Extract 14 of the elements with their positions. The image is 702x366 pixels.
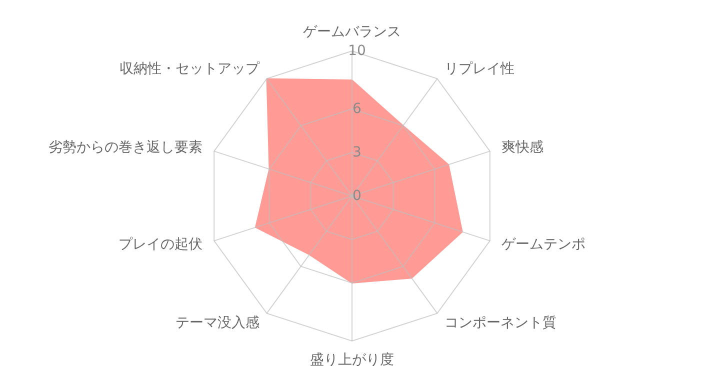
y-tick-label: 6 — [352, 101, 362, 117]
spoke-label: ゲームテンポ — [501, 236, 586, 253]
spoke-label: リプレイ性 — [444, 60, 514, 77]
spoke-label: 劣勢からの巻き返し要素 — [48, 139, 203, 156]
spoke-label: ゲームバランス — [303, 24, 401, 40]
spoke-label: コンポーネント質 — [444, 315, 556, 332]
spoke-label: テーマ没入感 — [176, 315, 260, 332]
spoke-label: 盛り上がり度 — [310, 352, 394, 366]
spoke-label: 収納性・セットアップ — [120, 60, 261, 77]
y-tick-label: 10 — [348, 43, 366, 59]
spoke-label: 爽快感 — [501, 139, 544, 156]
y-tick-label: 0 — [352, 188, 362, 204]
spoke-label: プレイの起伏 — [118, 236, 203, 253]
y-tick-label: 3 — [352, 144, 362, 160]
